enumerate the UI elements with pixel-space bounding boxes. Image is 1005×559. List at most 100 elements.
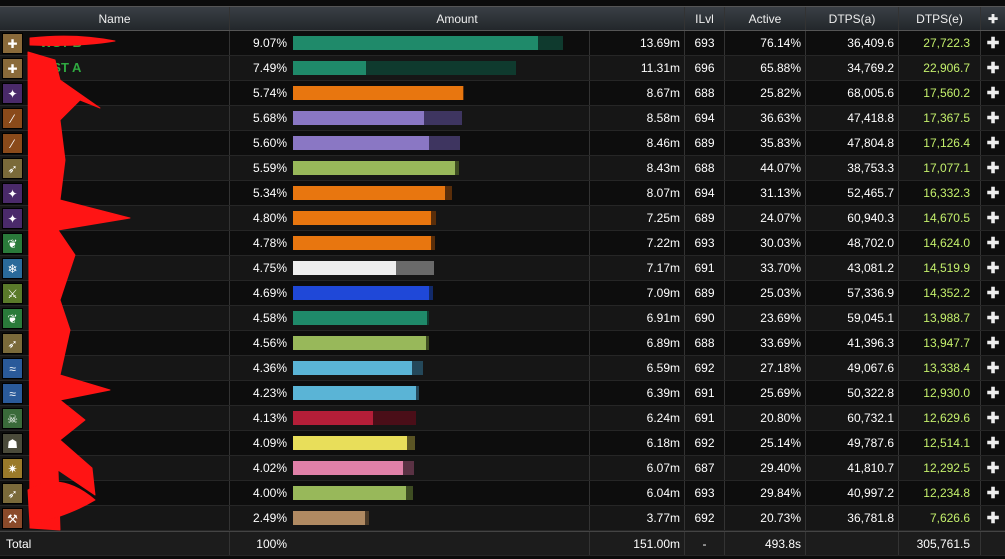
expand-row-button[interactable]: ✚ (986, 235, 1000, 252)
percent-cell: 4.23% (252, 386, 287, 400)
column-header-name[interactable]: Name (0, 7, 230, 30)
amount-bar (293, 511, 365, 525)
ilvl-cell: 689 (685, 206, 725, 230)
amount-cell: 8.43m (590, 156, 685, 180)
table-row[interactable]: ☗ 4.09% 6.18m 692 25.14% 49,787.6 12,514… (0, 431, 1005, 456)
expand-row-button[interactable]: ✚ (986, 460, 1000, 477)
percent-cell: 4.36% (252, 361, 287, 375)
active-cell: 23.69% (725, 306, 806, 330)
table-row[interactable]: ⁄ 5.60% 8.46m 689 35.83% 47,804.8 17,126… (0, 131, 1005, 156)
water-wave-icon: ≈ (2, 383, 23, 404)
table-row[interactable]: ❄ 4.75% 7.17m 691 33.70% 43,081.2 14,519… (0, 256, 1005, 281)
expand-row-button[interactable]: ✚ (986, 485, 1000, 502)
table-row[interactable]: ⁄ 5.68% 8.58m 694 36.63% 47,418.8 17,367… (0, 106, 1005, 131)
bar-cell (290, 31, 590, 55)
name-cell: ❦ (0, 231, 230, 255)
table-row[interactable]: ≈ 4.23% 6.39m 691 25.69% 50,322.8 12,930… (0, 381, 1005, 406)
dtps-e-cell: 17,560.2 (899, 81, 981, 105)
dtps-e-cell: 13,988.7 (899, 306, 981, 330)
active-cell: 44.07% (725, 156, 806, 180)
claw-icon: ⚔ (2, 283, 23, 304)
column-header-active[interactable]: Active (725, 7, 806, 30)
table-row[interactable]: ✦ 5.34% 8.07m 694 31.13% 52,465.7 16,332… (0, 181, 1005, 206)
table-row[interactable]: ⚔ 4.69% 7.09m 689 25.03% 57,336.9 14,352… (0, 281, 1005, 306)
table-row[interactable]: ✦ 5.74% 8.67m 688 25.82% 68,005.6 17,560… (0, 81, 1005, 106)
dtps-e-cell: 13,947.7 (899, 331, 981, 355)
amount-cell: 6.24m (590, 406, 685, 430)
active-cell: 25.69% (725, 381, 806, 405)
amount-cell: 7.22m (590, 231, 685, 255)
expand-row-button[interactable]: ✚ (986, 285, 1000, 302)
dtps-e-cell: 12,629.6 (899, 406, 981, 430)
bar-cell (290, 381, 590, 405)
shadow-bolt-icon: ✦ (2, 208, 23, 229)
expand-row-button[interactable]: ✚ (986, 310, 1000, 327)
expand-row-button[interactable]: ✚ (986, 335, 1000, 352)
expand-row-button[interactable]: ✚ (986, 435, 1000, 452)
dtps-a-cell: 49,787.6 (806, 431, 899, 455)
amount-bar (293, 361, 412, 375)
name-cell: ⁄ (0, 106, 230, 130)
expand-row-button[interactable]: ✚ (986, 110, 1000, 127)
table-row[interactable]: ≈ 4.36% 6.59m 692 27.18% 49,067.6 13,338… (0, 356, 1005, 381)
expand-row-button[interactable]: ✚ (986, 410, 1000, 427)
column-header-amount[interactable]: Amount (230, 7, 685, 30)
table-row[interactable]: ✦ 4.80% 7.25m 689 24.07% 60,940.3 14,670… (0, 206, 1005, 231)
bar-cell (290, 306, 590, 330)
table-row[interactable]: ✷ 4.02% 6.07m 687 29.40% 41,810.7 12,292… (0, 456, 1005, 481)
name-cell: ⁄ (0, 131, 230, 155)
dtps-e-cell: 7,626.6 (899, 506, 981, 530)
table-row[interactable]: ➶ 5.59% 8.43m 688 44.07% 38,753.3 17,077… (0, 156, 1005, 181)
bar-cell (290, 56, 590, 80)
column-header-ilvl[interactable]: ILvl (685, 7, 725, 30)
expand-row-button[interactable]: ✚ (986, 135, 1000, 152)
expand-row-button[interactable]: ✚ (986, 385, 1000, 402)
table-row[interactable]: ❦ 4.78% 7.22m 693 30.03% 48,702.0 14,624… (0, 231, 1005, 256)
expand-row-button[interactable]: ✚ (986, 360, 1000, 377)
column-header-dtps-a[interactable]: DTPS(a) (806, 7, 899, 30)
amount-bar (293, 311, 427, 325)
nature-leaf-icon: ❦ (2, 233, 23, 254)
amount-bar (293, 236, 431, 250)
table-row[interactable]: ✚ WST A 7.49% 11.31m 696 65.88% 34,769.2… (0, 56, 1005, 81)
add-column-button[interactable]: ✚ (987, 11, 999, 26)
expand-row-button[interactable]: ✚ (986, 85, 1000, 102)
bar-cell (290, 156, 590, 180)
amount-cell: 13.69m (590, 31, 685, 55)
table-row[interactable]: ❦ 4.58% 6.91m 690 23.69% 59,045.1 13,988… (0, 306, 1005, 331)
table-header: Name Amount ILvl Active DTPS(a) DTPS(e) … (0, 6, 1005, 31)
bandage-icon: ✚ (2, 33, 23, 54)
active-cell: 30.03% (725, 231, 806, 255)
amount-cell: 6.07m (590, 456, 685, 480)
table-row[interactable]: ➶ 4.00% 6.04m 693 29.84% 40,997.2 12,234… (0, 481, 1005, 506)
name-cell: ≈ (0, 356, 230, 380)
active-cell: 27.18% (725, 356, 806, 380)
table-row[interactable]: ➶ 4.56% 6.89m 688 33.69% 41,396.3 13,947… (0, 331, 1005, 356)
table-row[interactable]: ✚ WST B 9.07% 13.69m 693 76.14% 36,409.6… (0, 31, 1005, 56)
amount-bar (293, 36, 538, 50)
ilvl-cell: 691 (685, 406, 725, 430)
expand-row-button[interactable]: ✚ (986, 185, 1000, 202)
expand-row-button[interactable]: ✚ (986, 160, 1000, 177)
total-active: 493.8s (725, 532, 806, 555)
expand-row-button[interactable]: ✚ (986, 510, 1000, 527)
column-header-dtps-e[interactable]: DTPS(e) (899, 7, 981, 30)
dtps-a-cell: 36,781.8 (806, 506, 899, 530)
bar-cell (290, 231, 590, 255)
dtps-a-cell: 49,067.6 (806, 356, 899, 380)
expand-row-button[interactable]: ✚ (986, 35, 1000, 52)
percent-cell: 4.75% (252, 261, 287, 275)
expand-row-button[interactable]: ✚ (986, 210, 1000, 227)
table-row[interactable]: ⚒ 2.49% 3.77m 692 20.73% 36,781.8 7,626.… (0, 506, 1005, 531)
hooded-figure-icon: ☗ (2, 433, 23, 454)
expand-row-button[interactable]: ✚ (986, 260, 1000, 277)
name-cell: ✦ (0, 206, 230, 230)
name-cell: ☗ (0, 431, 230, 455)
percent-cell: 4.78% (252, 236, 287, 250)
percent-cell: 4.13% (252, 411, 287, 425)
dtps-a-cell: 41,396.3 (806, 331, 899, 355)
table-row[interactable]: ☠ 4.13% 6.24m 691 20.80% 60,732.1 12,629… (0, 406, 1005, 431)
active-cell: 25.03% (725, 281, 806, 305)
expand-row-button[interactable]: ✚ (986, 60, 1000, 77)
dtps-e-cell: 17,077.1 (899, 156, 981, 180)
